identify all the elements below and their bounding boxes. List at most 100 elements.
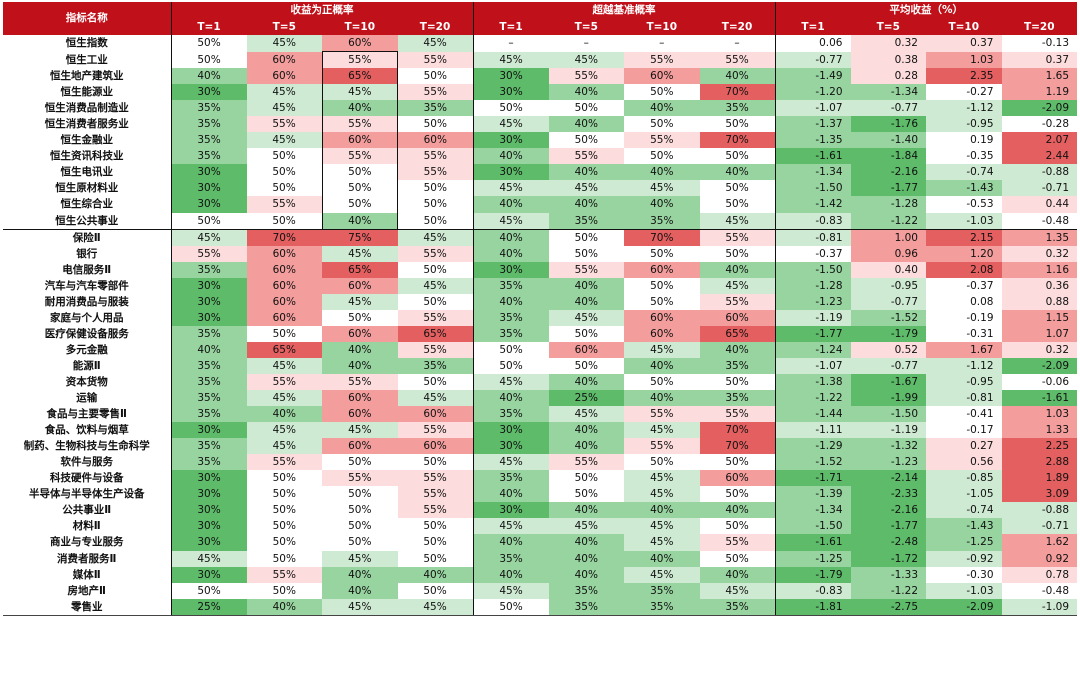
prob-excess-cell: 60% [624, 68, 700, 85]
avg-return-cell: 0.88 [1001, 293, 1078, 310]
avg-return-cell: 2.15 [926, 229, 1002, 246]
avg-return-cell: 0.40 [850, 261, 926, 278]
avg-return-cell: 1.35 [1001, 229, 1078, 246]
prob-excess-cell: 35% [472, 277, 549, 294]
prob-excess-cell: 50% [699, 454, 775, 471]
prob-excess-cell: 45% [548, 518, 624, 535]
avg-return-cell: -1.79 [774, 566, 851, 583]
avg-return-cell: 2.44 [1001, 148, 1078, 165]
prob-excess-cell: 55% [624, 406, 700, 423]
avg-return-cell: 1.65 [1001, 68, 1078, 85]
prob-positive-cell: 50% [322, 486, 398, 503]
table-row: 恒生指数 50% 45% 60% 45% – – – –0.06 0.32 0.37 -0.13 [3, 35, 1078, 52]
prob-positive-cell: 60% [246, 68, 322, 85]
avg-return-cell: -2.09 [926, 598, 1002, 616]
prob-positive-cell: 55% [397, 470, 473, 487]
row-indicator-name: 恒生消费品制造业 [44, 102, 129, 115]
prob-positive-cell: 40% [322, 566, 398, 583]
prob-positive-cell: 50% [170, 212, 247, 230]
avg-return-cell: -0.71 [1001, 180, 1078, 197]
avg-return-cell: -1.50 [774, 180, 851, 197]
prob-positive-cell: 45% [246, 422, 322, 439]
prob-excess-cell: 30% [472, 164, 549, 181]
row-indicator-name: 材料Ⅱ [72, 520, 101, 533]
prob-positive-cell: 60% [246, 309, 322, 326]
table-body: 恒生指数 50% 45% 60% 45% – – – –0.06 0.32 0.37 -0.13 恒生工… [3, 35, 1078, 616]
avg-return-cell: -1.19 [850, 422, 926, 439]
prob-excess-cell: 55% [624, 132, 700, 149]
header-horizon-cell: T=20 [397, 19, 473, 35]
prob-excess-cell: 35% [472, 550, 549, 567]
prob-excess-cell: 45% [548, 51, 624, 69]
prob-positive-cell: 35% [170, 373, 247, 391]
prob-positive-cell: 45% [322, 550, 398, 567]
prob-positive-cell: 50% [397, 212, 473, 230]
prob-positive-cell: 55% [397, 341, 473, 358]
avg-return-cell: 1.20 [926, 245, 1002, 262]
prob-positive-cell: 60% [322, 277, 398, 294]
prob-excess-cell: 35% [624, 598, 700, 616]
prob-excess-cell: 45% [472, 116, 549, 133]
avg-return-cell: -0.83 [774, 582, 851, 599]
avg-return-cell: -2.16 [850, 164, 926, 181]
avg-return-cell: -0.74 [926, 502, 1002, 519]
prob-excess-cell: 50% [548, 100, 624, 117]
table-row: 恒生地产建筑业 40% 60% 65% 50% 30% 55% 60% 40% -1.49 0.28… [3, 68, 1078, 85]
table-row: 媒体Ⅱ 30% 55% 40% 40% 40% 40% 45% 40% -1.79 -1.33 -0.… [3, 566, 1078, 583]
table-row: 半导体与半导体生产设备 30% 50% 50% 55% 40% 50% 45% 50% -1.39… [3, 486, 1078, 503]
row-indicator-name: 资本货物 [65, 375, 108, 388]
row-indicator-name: 房地产Ⅱ [67, 584, 106, 597]
avg-return-cell: 0.32 [850, 35, 926, 52]
avg-return-cell: 0.32 [1001, 245, 1078, 262]
row-indicator-name: 公共事业Ⅱ [62, 504, 112, 517]
prob-positive-cell: 50% [246, 550, 322, 567]
prob-positive-cell: 45% [322, 422, 398, 439]
avg-return-cell: -1.05 [926, 486, 1002, 503]
prob-excess-cell: 45% [624, 422, 700, 439]
avg-return-cell: 1.89 [1001, 470, 1078, 487]
avg-return-cell: -1.79 [850, 325, 926, 342]
avg-return-cell: -1.25 [774, 550, 851, 567]
prob-positive-cell: 35% [170, 390, 247, 407]
prob-positive-cell: 35% [170, 116, 247, 133]
avg-return-cell: -0.41 [926, 406, 1002, 423]
prob-positive-cell: 55% [322, 470, 398, 487]
prob-excess-cell: – [472, 35, 549, 52]
prob-positive-cell: 60% [246, 293, 322, 310]
prob-excess-cell: 45% [472, 454, 549, 471]
prob-positive-cell: 45% [170, 229, 247, 246]
prob-positive-cell: 30% [170, 470, 247, 487]
avg-return-cell: -1.19 [774, 309, 851, 326]
prob-excess-cell: 30% [472, 422, 549, 439]
table-row: 恒生原材料业 30% 50% 50% 50% 45% 45% 45% 50% -1.50 -1.77… [3, 180, 1078, 197]
prob-excess-cell: 40% [624, 390, 700, 407]
prob-positive-cell: 55% [246, 196, 322, 213]
prob-positive-cell: 55% [397, 245, 473, 262]
prob-positive-cell: 60% [321, 132, 398, 149]
avg-return-cell: -0.53 [926, 196, 1002, 213]
avg-return-cell: -0.88 [1001, 502, 1078, 519]
prob-excess-cell: 60% [699, 309, 775, 326]
prob-excess-cell: 50% [548, 325, 624, 342]
avg-return-cell: -1.84 [850, 148, 926, 165]
table-row: 保险Ⅱ 45% 70% 75% 45% 40% 50% 70% 55% -0.81 1.00 2.15… [3, 229, 1078, 246]
prob-positive-cell: 35% [170, 261, 247, 278]
avg-return-cell: -1.77 [850, 518, 926, 535]
row-indicator-name: 恒生地产建筑业 [50, 70, 124, 83]
prob-excess-cell: 45% [472, 212, 549, 230]
prob-positive-cell: 50% [397, 180, 473, 197]
table-row: 恒生电讯业 30% 50% 50% 55% 30% 40% 40% 40% -1.34 -2.16-… [3, 164, 1078, 181]
prob-positive-cell: 70% [246, 229, 322, 246]
row-indicator-name: 运输 [76, 392, 98, 405]
prob-excess-cell: 70% [624, 229, 700, 246]
prob-excess-cell: 50% [624, 84, 700, 101]
header-group-avg-return: 平均收益（%） [774, 2, 1078, 19]
prob-excess-cell: 40% [472, 390, 549, 407]
prob-positive-cell: 55% [170, 245, 247, 262]
table-row: 恒生资讯科技业 35% 50% 55% 55% 40% 55% 50% 50% -1.61 -1.8… [3, 148, 1078, 165]
avg-return-cell: 0.32 [1001, 341, 1078, 358]
prob-excess-cell: 70% [699, 84, 775, 101]
prob-excess-cell: 45% [472, 51, 549, 69]
prob-excess-cell: 40% [548, 116, 624, 133]
row-indicator-name: 食品与主要零售Ⅱ [46, 408, 127, 421]
